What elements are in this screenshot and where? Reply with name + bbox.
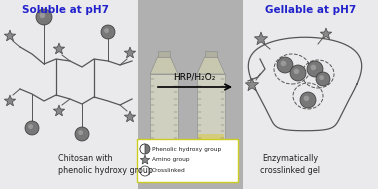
Wedge shape: [104, 28, 109, 33]
Wedge shape: [311, 65, 316, 70]
Bar: [205, 51, 217, 57]
Text: Gellable at pH7: Gellable at pH7: [265, 5, 356, 15]
Polygon shape: [254, 32, 268, 45]
FancyBboxPatch shape: [136, 139, 237, 181]
Polygon shape: [197, 57, 225, 74]
Circle shape: [140, 166, 150, 176]
Bar: [138, 0, 243, 189]
Wedge shape: [304, 96, 309, 101]
Polygon shape: [4, 95, 16, 106]
Wedge shape: [319, 75, 324, 80]
Wedge shape: [280, 61, 286, 66]
Circle shape: [140, 144, 150, 154]
Circle shape: [75, 127, 89, 141]
Wedge shape: [294, 69, 299, 74]
Bar: [197, 74, 225, 169]
Circle shape: [36, 9, 52, 25]
Polygon shape: [150, 57, 178, 74]
Circle shape: [300, 92, 316, 108]
Bar: [158, 51, 170, 57]
Polygon shape: [140, 155, 150, 164]
Circle shape: [101, 25, 115, 39]
Bar: [243, 0, 378, 189]
Wedge shape: [140, 144, 145, 154]
Text: Amino group: Amino group: [152, 157, 190, 163]
Circle shape: [277, 57, 293, 73]
Polygon shape: [53, 105, 65, 116]
Circle shape: [290, 65, 306, 81]
Wedge shape: [28, 124, 33, 129]
Polygon shape: [124, 111, 136, 122]
Text: Phenolic hydroxy group: Phenolic hydroxy group: [152, 146, 221, 152]
Circle shape: [307, 61, 323, 77]
Text: Chitosan with
phenolic hydroxy group: Chitosan with phenolic hydroxy group: [58, 154, 153, 175]
Bar: [198, 134, 224, 169]
Polygon shape: [245, 78, 259, 91]
Wedge shape: [40, 13, 45, 18]
Bar: [150, 74, 178, 169]
Text: HRP/H₂O₂: HRP/H₂O₂: [173, 73, 215, 82]
Text: Enzymatically
crosslinked gel: Enzymatically crosslinked gel: [260, 154, 320, 175]
Circle shape: [316, 72, 330, 86]
Polygon shape: [320, 28, 332, 39]
Circle shape: [25, 121, 39, 135]
Polygon shape: [53, 43, 65, 54]
Polygon shape: [124, 47, 136, 58]
Wedge shape: [78, 130, 83, 135]
Text: Crosslinked: Crosslinked: [152, 169, 186, 174]
Bar: [0, 0, 138, 189]
Polygon shape: [4, 30, 16, 41]
Text: Soluble at pH7: Soluble at pH7: [22, 5, 108, 15]
